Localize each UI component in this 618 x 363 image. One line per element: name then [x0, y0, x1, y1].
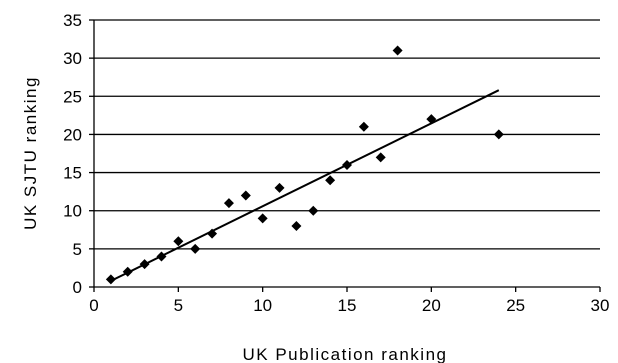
data-point: [257, 213, 268, 224]
x-tick-labels: 0 5 10 15 20 25 30: [89, 296, 609, 315]
data-points: [105, 45, 504, 285]
y-tick-label: 20: [63, 125, 82, 144]
data-point: [122, 266, 133, 277]
data-point: [426, 114, 437, 125]
x-tick-label: 0: [89, 296, 98, 315]
x-tick-label: 30: [591, 296, 610, 315]
data-point: [274, 182, 285, 193]
data-point: [493, 129, 504, 140]
gridlines: [94, 19, 600, 250]
y-tick-label: 25: [63, 87, 82, 106]
data-point: [392, 45, 403, 56]
y-tick-label: 30: [63, 49, 82, 68]
data-point: [358, 121, 369, 132]
data-point: [207, 228, 218, 239]
x-tick-label: 5: [174, 296, 183, 315]
y-tick-label: 15: [63, 164, 82, 183]
data-point: [105, 274, 116, 285]
data-point: [308, 205, 319, 216]
axes: [89, 19, 601, 292]
y-tick-labels: 0 5 10 15 20 25 30 35: [63, 11, 82, 297]
data-point: [240, 190, 251, 201]
y-axis-title: UK SJTU ranking: [21, 76, 40, 230]
data-point: [325, 175, 336, 186]
data-point: [139, 259, 150, 270]
data-point: [190, 243, 201, 254]
x-tick-label: 25: [506, 296, 525, 315]
data-point: [375, 152, 386, 163]
y-tick-label: 35: [63, 11, 82, 30]
y-tick-label: 10: [63, 202, 82, 221]
data-point: [291, 220, 302, 231]
data-point: [342, 159, 352, 170]
x-tick-label: 20: [422, 296, 441, 315]
x-tick-label: 15: [338, 296, 357, 315]
data-point: [156, 251, 167, 262]
y-tick-label: 5: [73, 240, 82, 259]
x-tick-label: 10: [253, 296, 272, 315]
data-point: [173, 236, 184, 247]
trendline-group: [110, 89, 500, 282]
y-tick-label: 0: [73, 278, 82, 297]
data-point: [223, 198, 234, 209]
x-axis-title: UK Publication ranking: [243, 345, 448, 363]
trendline: [110, 89, 500, 282]
